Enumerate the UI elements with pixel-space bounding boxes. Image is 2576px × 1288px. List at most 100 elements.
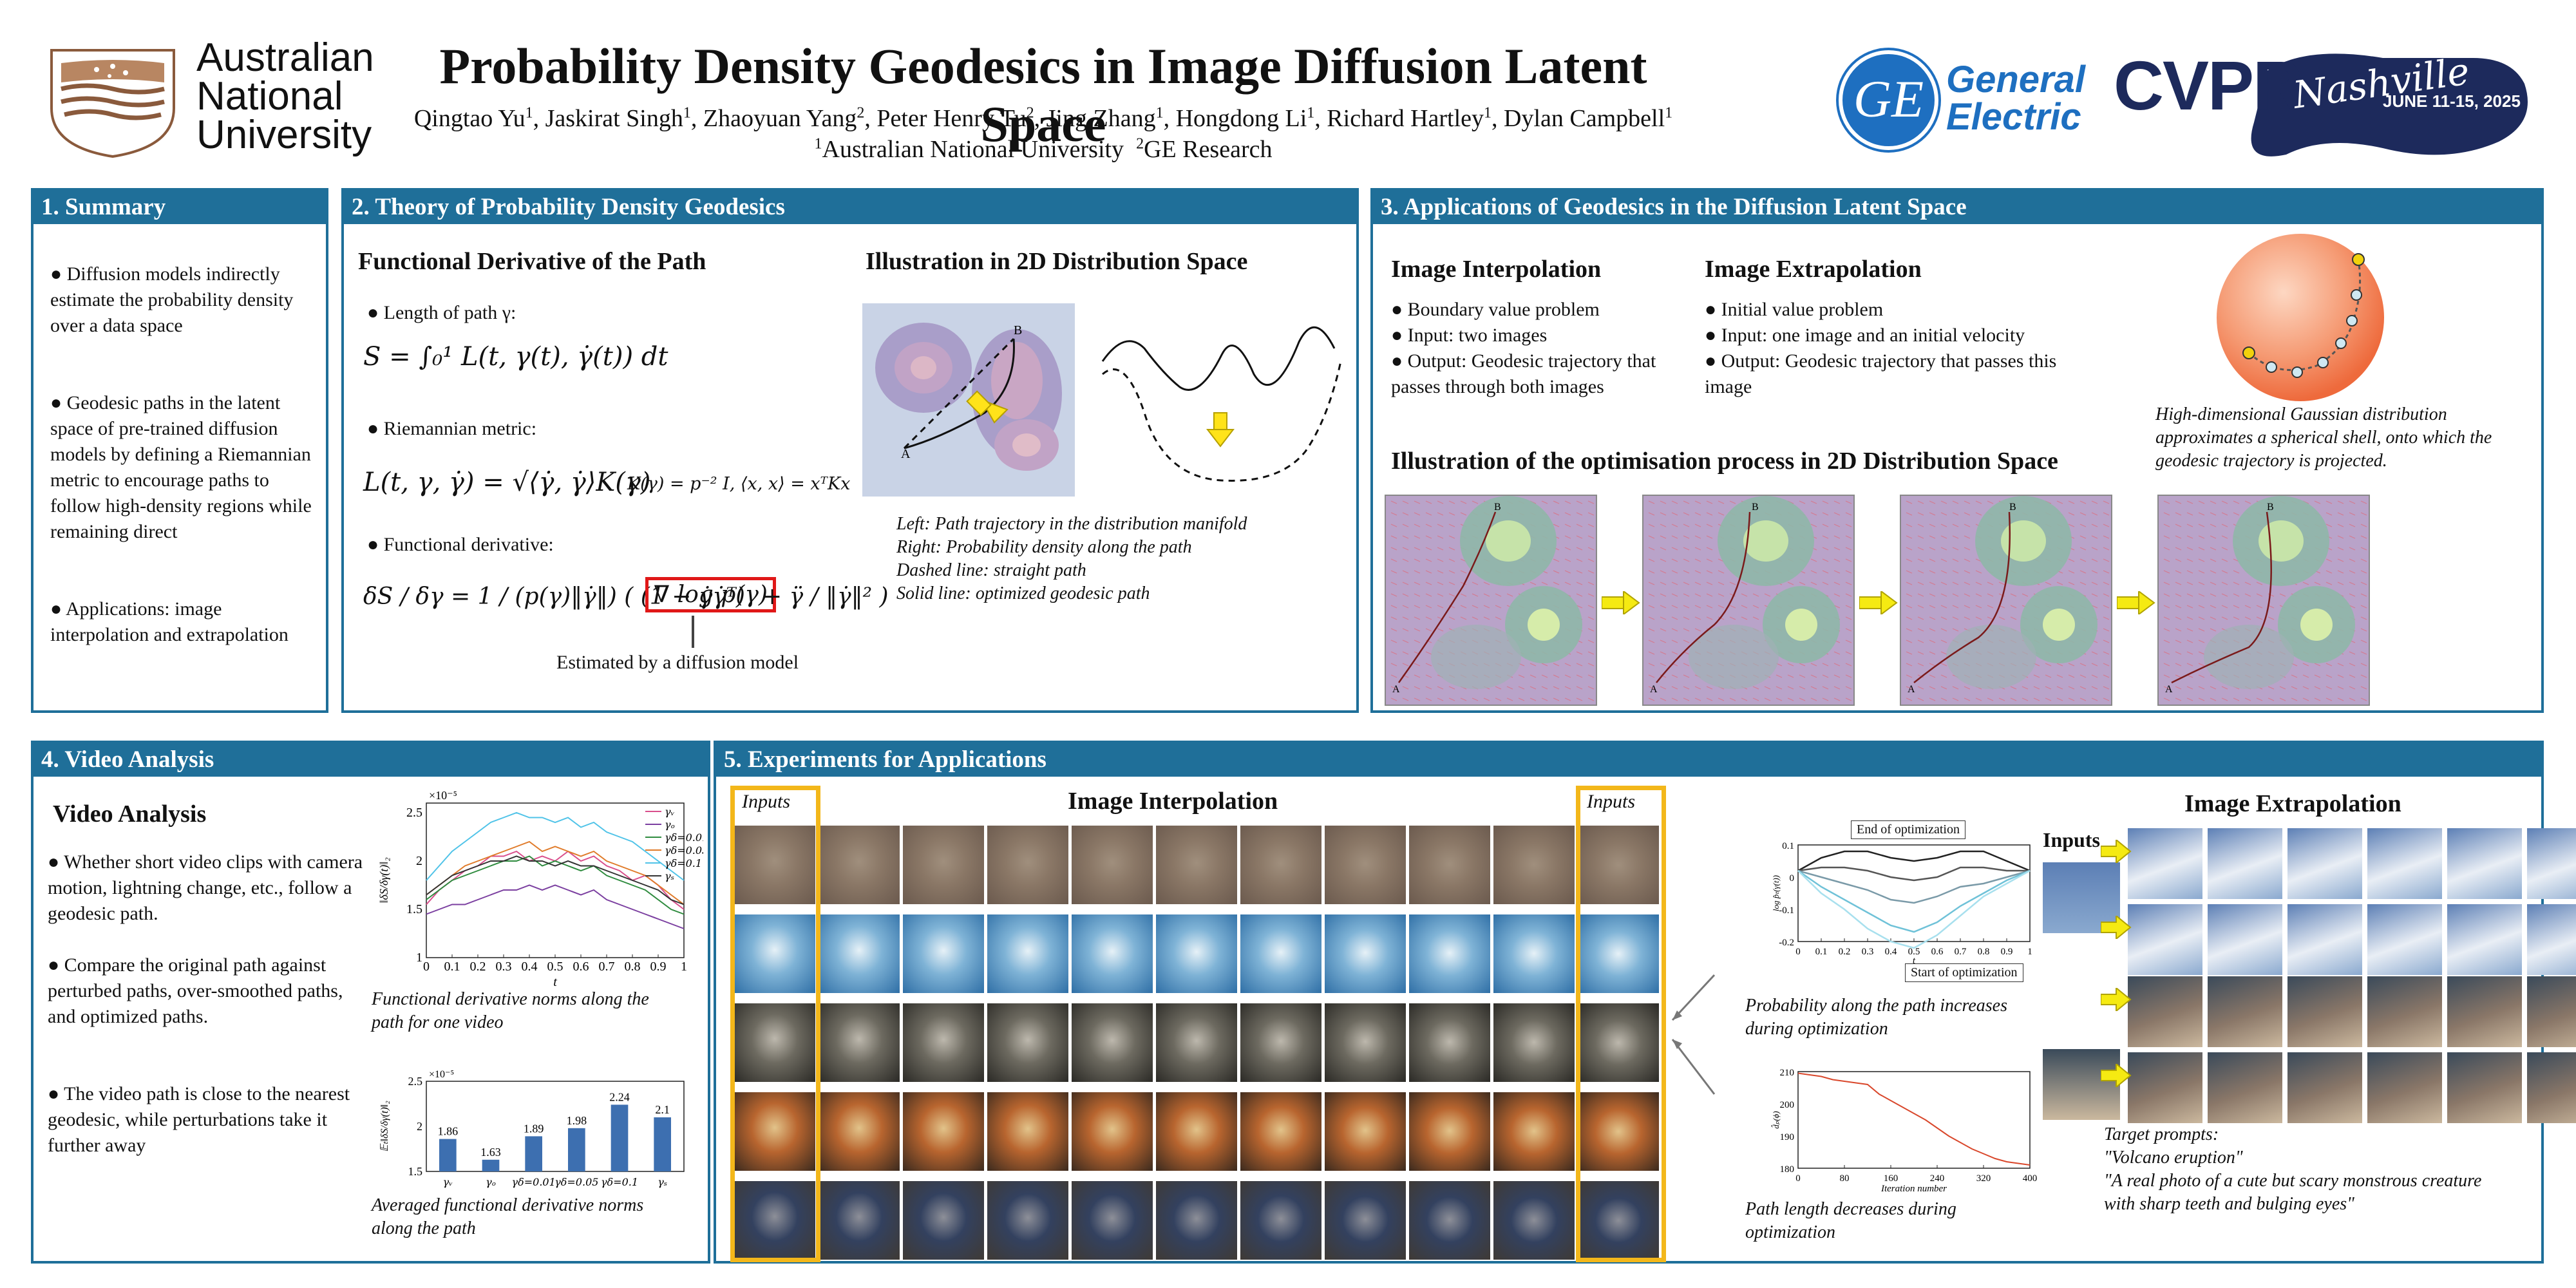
series-line-2	[426, 855, 685, 915]
x-tick-label: 0.3	[496, 960, 512, 974]
point-b-label: B	[1494, 502, 1501, 513]
interp-bullet-3: ● Output: Geodesic trajectory that passe…	[1391, 350, 1656, 397]
x-tick-label: 0.7	[1955, 947, 1967, 957]
interpolation-image	[1578, 914, 1659, 993]
functional-derivative-bullet: ● Functional derivative:	[367, 534, 554, 555]
interpolation-image	[1156, 826, 1237, 904]
illustration-caption: Left: Path trajectory in the distributio…	[896, 513, 1334, 605]
series-line-2	[1797, 869, 2031, 904]
legend-entry: γδ=0.01	[665, 831, 703, 844]
interpolation-image	[1325, 1092, 1406, 1171]
end-of-optimization-label: End of optimization	[1851, 820, 1965, 839]
interpolation-image	[1493, 826, 1575, 904]
illustration-title: Illustration in 2D Distribution Space	[866, 248, 1248, 275]
density-along-path-plot	[1093, 303, 1347, 493]
target-prompts-title: Target prompts:	[2104, 1124, 2219, 1144]
interpolation-image	[1409, 1003, 1490, 1082]
aff2: GE Research	[1144, 136, 1273, 163]
theory-heading: 2. Theory of Probability Density Geodesi…	[344, 191, 1356, 224]
y-exponent-label: ×10⁻⁵	[429, 789, 457, 802]
interpolation-image	[1240, 914, 1321, 993]
interpolation-image	[1156, 1003, 1237, 1082]
interpolation-image	[819, 1003, 900, 1082]
x-tick-label: 320	[1976, 1173, 1991, 1184]
summary-bullet-2: ● Geodesic paths in the latent space of …	[50, 392, 312, 542]
sphere-caption: High-dimensional Gaussian distribution a…	[2155, 404, 2492, 471]
extrapolation-image	[2367, 828, 2442, 899]
point-b-label: B	[1014, 323, 1022, 337]
y-exponent-label: ×10⁻⁵	[429, 1069, 454, 1080]
inputs-box-right	[1576, 786, 1666, 1262]
experiments-heading: 5. Experiments for Applications	[716, 743, 2541, 777]
extrapolation-image	[2447, 828, 2522, 899]
derivative-rhs: + γ̈ / ‖γ̇‖² )	[762, 583, 889, 610]
x-tick-label: 0.7	[599, 960, 615, 974]
cvpr-logo	[2112, 32, 2550, 167]
yellow-arrow-icon	[2100, 1062, 2132, 1089]
extrapolation-image	[2527, 976, 2576, 1047]
interpolation-image	[1578, 1181, 1659, 1260]
anu-logo	[32, 37, 193, 160]
bar-value-label: 1.98	[567, 1114, 587, 1127]
series-line-4	[426, 811, 685, 881]
x-tick-label: 0.8	[625, 960, 641, 974]
extrapolation-input-image	[2043, 862, 2120, 933]
arrows-to-charts	[1671, 974, 1716, 1095]
caption-line-3: Dashed line: straight path	[896, 560, 1086, 580]
extrapolation-image	[2527, 828, 2576, 899]
length-equation: S = ∫₀¹ L(t, γ(t), γ̇(t)) dt	[363, 342, 668, 372]
interpolation-image	[1156, 1181, 1237, 1260]
interpolation-image	[734, 826, 815, 904]
extrapolation-image	[2208, 904, 2282, 975]
y-tick-label: 2	[417, 1120, 422, 1133]
video-heading: 4. Video Analysis	[33, 743, 708, 777]
interpolation-image	[903, 914, 984, 993]
caption-line-1: Left: Path trajectory in the distributio…	[896, 514, 1247, 534]
author-name: Dylan Campbell	[1504, 105, 1665, 132]
target-prompt-1: "Volcano eruption"	[2104, 1148, 2243, 1168]
interpolation-image	[903, 1003, 984, 1082]
applications-heading: 3. Applications of Geodesics in the Diff…	[1373, 191, 2541, 224]
yellow-arrow-icon	[1601, 590, 1640, 616]
author-affiliation: 1	[1307, 104, 1315, 122]
bar	[439, 1139, 457, 1171]
aff1: Australian National University	[822, 136, 1124, 163]
log-probability-chart: 0 0.1 0.2 0.3 0.4 0.5 0.6 0.7 0.8 0.9 1 -0.2 -0.1 0 0.…	[1771, 841, 2032, 966]
x-tick-label: 80	[1840, 1173, 1850, 1184]
x-tick-label: γδ=0.05	[554, 1176, 598, 1188]
legend-entry: γδ=0.05	[665, 844, 703, 857]
x-tick-label: 0.2	[470, 960, 486, 974]
author-affiliation: 1	[1665, 104, 1673, 122]
interpolation-image	[1325, 1003, 1406, 1082]
extrapolation-image	[2287, 1052, 2362, 1123]
summary-bullet-3: ● Applications: image interpolation and …	[50, 598, 289, 645]
ge-logo: GE	[1839, 50, 1938, 150]
interpolation-image	[987, 1181, 1068, 1260]
extrapolation-image	[2447, 904, 2522, 975]
affiliations: 1Australian National University 2GE Rese…	[386, 135, 1700, 164]
interpolation-image	[1325, 1181, 1406, 1260]
x-tick-label: 0.9	[2001, 947, 2013, 957]
author-affiliation: 1	[1155, 104, 1164, 122]
legend-entry: γᵥ	[665, 806, 675, 818]
interpolation-image	[1072, 1092, 1153, 1171]
interpolation-image	[903, 1181, 984, 1260]
experiments-panel: 5. Experiments for Applications Image In…	[714, 741, 2576, 1264]
extrapolation-image	[2447, 976, 2522, 1047]
y-tick-label: -0.2	[1779, 938, 1794, 948]
length-caption: Path length decreases during optimizatio…	[1745, 1199, 1956, 1242]
caption-line-2: Right: Probability density along the pat…	[896, 537, 1192, 557]
x-tick-label: γₒ	[486, 1176, 496, 1188]
series-line-4	[1797, 869, 2031, 949]
series-line-0	[426, 850, 685, 910]
metric-side-equation: K(γ) = p⁻² I, ⟨x, x⟩ = xᵀKx	[627, 474, 851, 494]
series-line-1	[1797, 866, 2030, 882]
yellow-arrow-icon	[1859, 590, 1898, 616]
averaged-norm-bar-chart: 1.5 2 2.5 1.86 γᵥ 1.63 γₒ 1.89 γδ=0.01 1.98 γδ=0.0…	[379, 1069, 685, 1188]
estimated-arrow	[692, 616, 694, 648]
y-tick-label: 2	[416, 854, 422, 868]
interpolation-image	[1072, 1003, 1153, 1082]
bar-value-label: 1.86	[438, 1125, 459, 1138]
interpolation-image	[1409, 826, 1490, 904]
